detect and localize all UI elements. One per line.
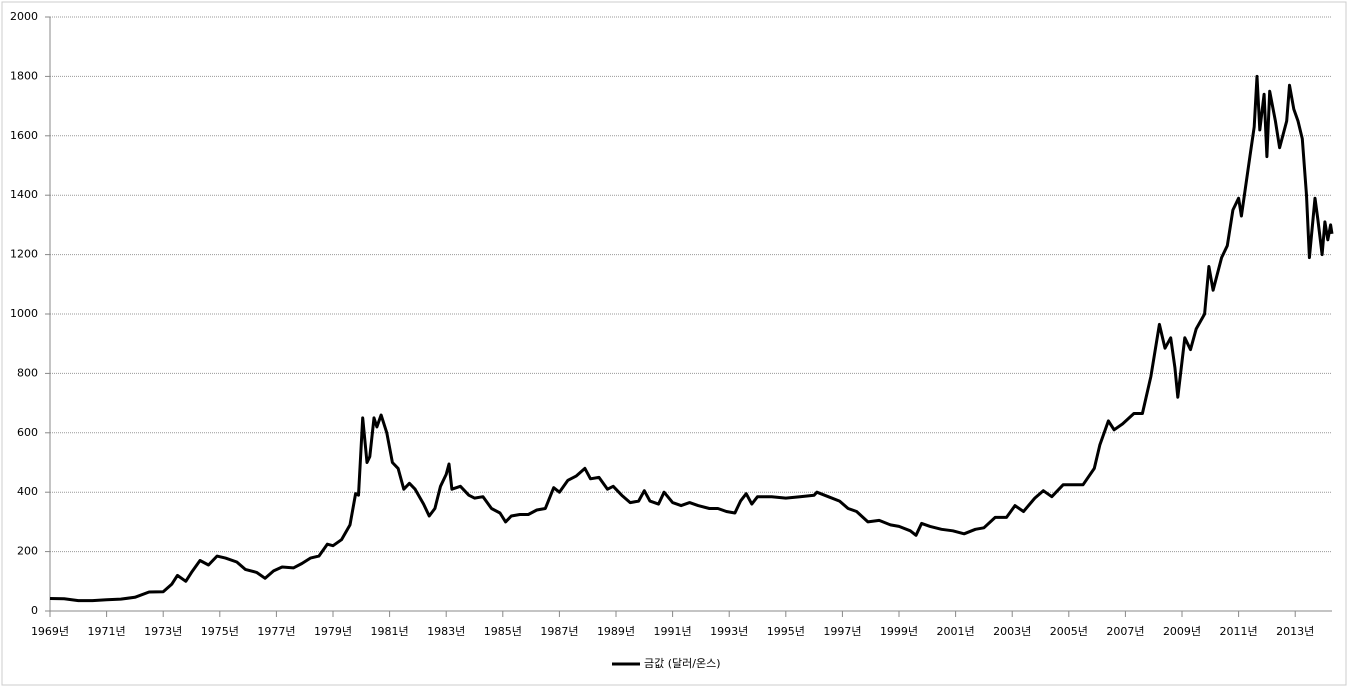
y-tick-label: 1800	[10, 69, 38, 82]
x-tick-label: 1973년	[144, 625, 182, 638]
y-tick-label: 1600	[10, 129, 38, 142]
x-tick-label: 1969년	[31, 625, 69, 638]
y-tick-label: 0	[31, 604, 38, 617]
x-tick-label: 1983년	[427, 625, 465, 638]
x-tick-label: 2001년	[937, 625, 975, 638]
x-tick-label: 1991년	[654, 625, 692, 638]
x-tick-label: 2009년	[1163, 625, 1201, 638]
x-tick-label: 2011년	[1220, 625, 1258, 638]
x-tick-label: 1989년	[597, 625, 635, 638]
y-tick-label: 1000	[10, 307, 38, 320]
x-tick-label: 2003년	[993, 625, 1031, 638]
x-tick-label: 1981년	[371, 625, 409, 638]
x-tick-label: 1993년	[710, 625, 748, 638]
x-tick-label: 2005년	[1050, 625, 1088, 638]
y-tick-label: 1400	[10, 188, 38, 201]
x-tick-label: 1997년	[823, 625, 861, 638]
x-tick-label: 1979년	[314, 625, 352, 638]
x-tick-label: 1975년	[201, 625, 239, 638]
x-tick-label: 1985년	[484, 625, 522, 638]
x-tick-label: 1995년	[767, 625, 805, 638]
y-tick-label: 600	[17, 426, 38, 439]
y-tick-label: 200	[17, 545, 38, 558]
legend-label: 금값 (달러/온스)	[644, 657, 721, 670]
y-tick-label: 400	[17, 485, 38, 498]
y-tick-label: 800	[17, 366, 38, 379]
x-tick-label: 1977년	[257, 625, 295, 638]
y-tick-label: 2000	[10, 10, 38, 23]
x-tick-label: 1971년	[88, 625, 126, 638]
x-tick-label: 2007년	[1106, 625, 1144, 638]
x-tick-label: 1999년	[880, 625, 918, 638]
series-line	[49, 74, 1334, 603]
y-tick-label: 1200	[10, 248, 38, 261]
x-tick-label: 2013년	[1276, 625, 1314, 638]
x-tick-label: 1987년	[540, 625, 578, 638]
